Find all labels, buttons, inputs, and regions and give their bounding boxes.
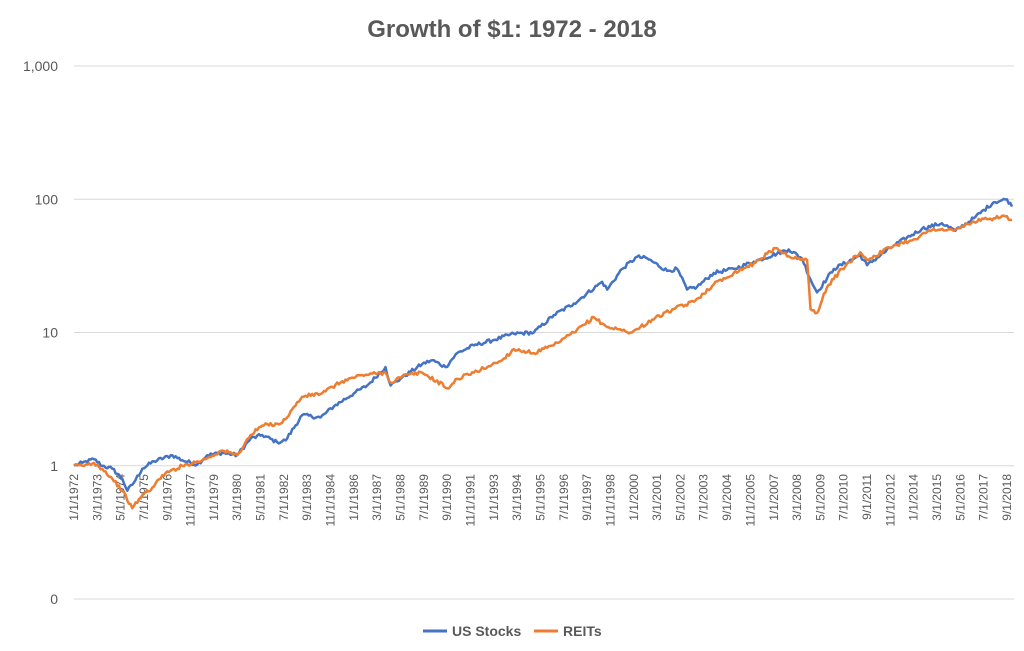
y-tick-label: 1,000 xyxy=(23,58,58,74)
x-tick-label: 1/1/1993 xyxy=(487,474,501,521)
x-tick-label: 5/1/2016 xyxy=(953,474,967,521)
series-line-reits xyxy=(73,214,1013,510)
x-tick-label: 7/1/2010 xyxy=(837,474,851,521)
x-tick-label: 7/1/2003 xyxy=(697,474,711,521)
x-tick-label: 5/1/2002 xyxy=(673,474,687,521)
x-tick-label: 11/1/1998 xyxy=(603,474,617,527)
x-tick-label: 9/1/2004 xyxy=(720,474,734,521)
x-tick-label: 7/1/1996 xyxy=(557,474,571,521)
x-tick-label: 1/1/2000 xyxy=(627,474,641,521)
x-tick-label: 9/1/2011 xyxy=(860,474,874,520)
y-tick-label: 10 xyxy=(42,325,58,341)
series-layer xyxy=(73,197,1014,510)
legend: US Stocks REITs xyxy=(423,623,602,639)
x-tick-label: 9/1/1976 xyxy=(160,474,174,521)
x-tick-label: 7/1/2017 xyxy=(977,474,991,521)
x-tick-label: 3/1/2015 xyxy=(930,474,944,521)
x-tick-label: 9/1/1990 xyxy=(440,474,454,521)
x-tick-label: 3/1/2008 xyxy=(790,474,804,521)
x-tick-label: 1/1/1986 xyxy=(347,474,361,521)
x-tick-label: 1/1/1972 xyxy=(67,474,81,521)
series-line-us-stocks xyxy=(73,197,1014,492)
x-tick-label: 9/1/2018 xyxy=(1000,474,1014,521)
x-tick-label: 1/1/1979 xyxy=(207,474,221,521)
x-tick-label: 7/1/1975 xyxy=(137,474,151,521)
x-tick-label: 11/1/2012 xyxy=(883,474,897,527)
x-tick-label: 11/1/1984 xyxy=(324,474,338,527)
x-tick-label: 1/1/2007 xyxy=(767,474,781,521)
x-tick-label: 5/1/1981 xyxy=(254,474,268,521)
x-tick-label: 3/1/1973 xyxy=(90,474,104,521)
x-tick-labels: 1/1/1972 3/1/1973 5/1/1974 7/1/1975 9/1/1976… xyxy=(67,474,1014,527)
x-tick-label: 5/1/1988 xyxy=(394,474,408,521)
x-tick-label: 9/1/1983 xyxy=(300,474,314,521)
y-tick-label: 1 xyxy=(50,458,58,474)
x-tick-label: 11/1/2005 xyxy=(743,474,757,527)
x-tick-label: 1/1/2014 xyxy=(907,474,921,521)
x-tick-label: 3/1/1994 xyxy=(510,474,524,521)
x-tick-label: 3/1/2001 xyxy=(650,474,664,521)
legend-label-us-stocks: US Stocks xyxy=(452,623,521,639)
x-tick-label: 3/1/1980 xyxy=(230,474,244,521)
chart-title: Growth of $1: 1972 - 2018 xyxy=(367,16,656,43)
x-tick-label: 11/1/1991 xyxy=(464,474,478,527)
y-tick-label: 100 xyxy=(35,191,59,207)
legend-label-reits: REITs xyxy=(563,623,602,639)
x-tick-label: 9/1/1997 xyxy=(580,474,594,521)
grid-layer xyxy=(74,65,1014,600)
x-tick-label: 7/1/1989 xyxy=(417,474,431,521)
x-tick-label: 11/1/1977 xyxy=(184,474,198,527)
x-tick-label: 5/1/2009 xyxy=(813,474,827,521)
y-tick-label: 0 xyxy=(50,591,58,607)
x-tick-label: 7/1/1982 xyxy=(277,474,291,521)
x-tick-label: 5/1/1995 xyxy=(533,474,547,521)
x-tick-label: 3/1/1987 xyxy=(370,474,384,521)
